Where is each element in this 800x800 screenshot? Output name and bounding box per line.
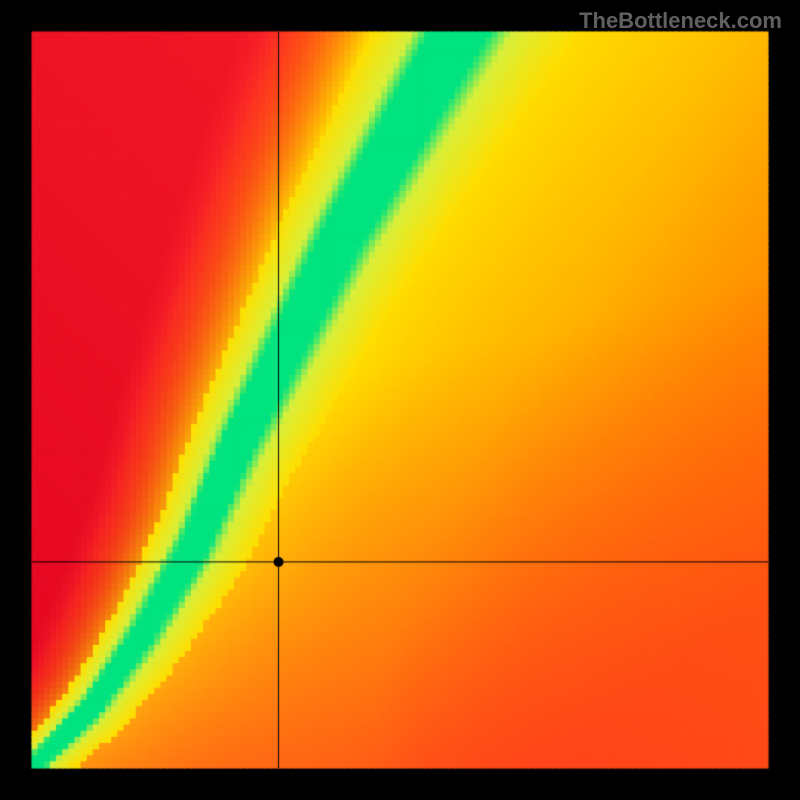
bottleneck-heatmap <box>0 0 800 800</box>
chart-container: TheBottleneck.com <box>0 0 800 800</box>
watermark-text: TheBottleneck.com <box>579 8 782 34</box>
